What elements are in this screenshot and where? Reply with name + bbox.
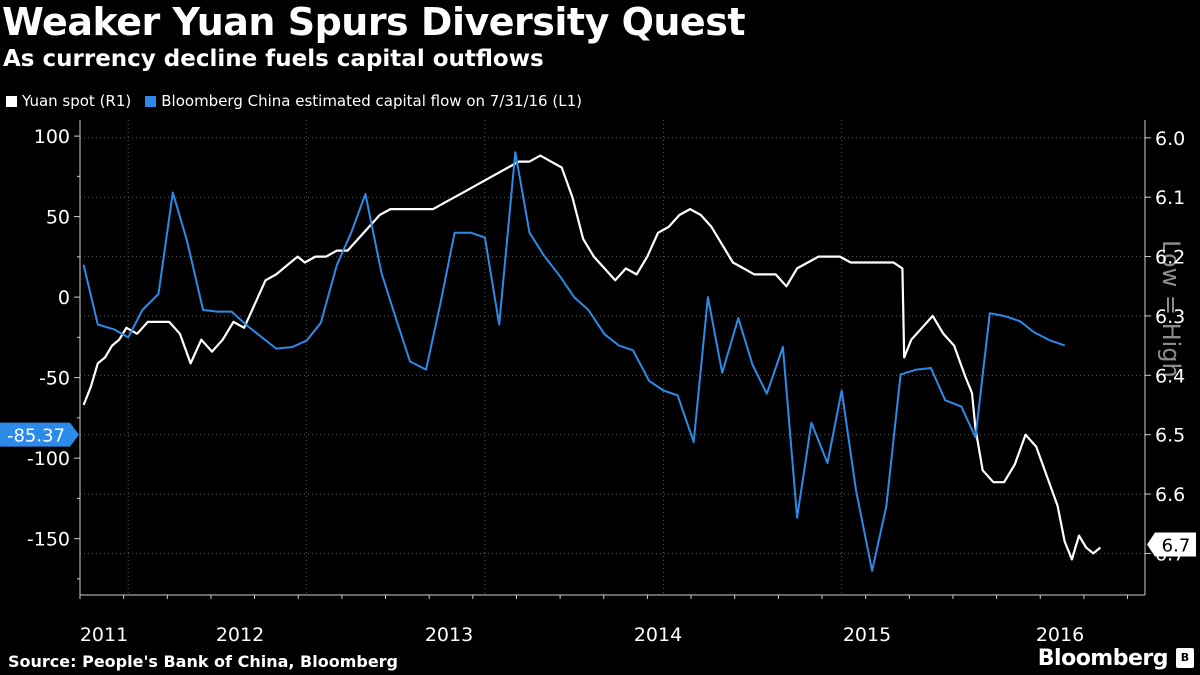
series-line-capital-flow — [82, 151, 1066, 572]
last-value-badge-capital-flow — [0, 422, 79, 447]
right-tick-label: 6.4 — [1155, 365, 1185, 387]
last-value-badge-yuan — [1147, 532, 1196, 557]
right-tick-label: 6.6 — [1155, 484, 1185, 506]
legend-swatch-capital-flow — [145, 95, 157, 107]
bloomberg-badge-icon: B — [1176, 648, 1194, 668]
x-tick-label: 2013 — [425, 624, 473, 646]
bloomberg-logo: Bloomberg — [1037, 646, 1169, 671]
series-line-yuan-spot — [82, 154, 1102, 561]
left-tick-label: -150 — [27, 529, 70, 551]
x-tick-label: 2014 — [634, 624, 682, 646]
chart-title: Weaker Yuan Spurs Diversity Quest — [2, 0, 745, 44]
legend: Yuan spot (R1) Bloomberg China estimated… — [6, 92, 582, 110]
last-value-label-capital-flow: -85.37 — [7, 426, 65, 447]
chart-subtitle: As currency decline fuels capital outflo… — [3, 46, 544, 72]
left-tick-label: -50 — [39, 368, 70, 390]
x-tick-label: 2011 — [80, 624, 128, 646]
right-tick-label: 6.3 — [1155, 306, 1185, 328]
x-tick-label: 2012 — [216, 624, 264, 646]
left-tick-label: 0 — [58, 287, 70, 309]
source-note: Source: People's Bank of China, Bloomber… — [8, 652, 399, 671]
right-tick-label: 6.5 — [1155, 425, 1185, 447]
last-value-label-yuan: 6.7 — [1162, 536, 1191, 557]
right-axis-label: Low = High — [1157, 240, 1185, 378]
x-tick-label: 2016 — [1036, 624, 1084, 646]
right-tick-label: 6.2 — [1155, 247, 1185, 269]
right-tick-label: 6.1 — [1155, 187, 1185, 209]
x-tick-label: 2015 — [843, 624, 891, 646]
left-tick-label: 50 — [46, 207, 70, 229]
left-tick-label: -100 — [27, 448, 70, 470]
legend-swatch-yuan — [6, 95, 17, 107]
left-tick-label: 100 — [34, 126, 70, 148]
legend-label-yuan: Yuan spot (R1) — [22, 92, 132, 110]
legend-label-capital-flow: Bloomberg China estimated capital flow o… — [161, 92, 582, 110]
legend-item-yuan: Yuan spot (R1) — [6, 92, 131, 110]
legend-item-capital-flow: Bloomberg China estimated capital flow o… — [145, 92, 582, 110]
right-tick-label: 6.0 — [1155, 128, 1185, 150]
